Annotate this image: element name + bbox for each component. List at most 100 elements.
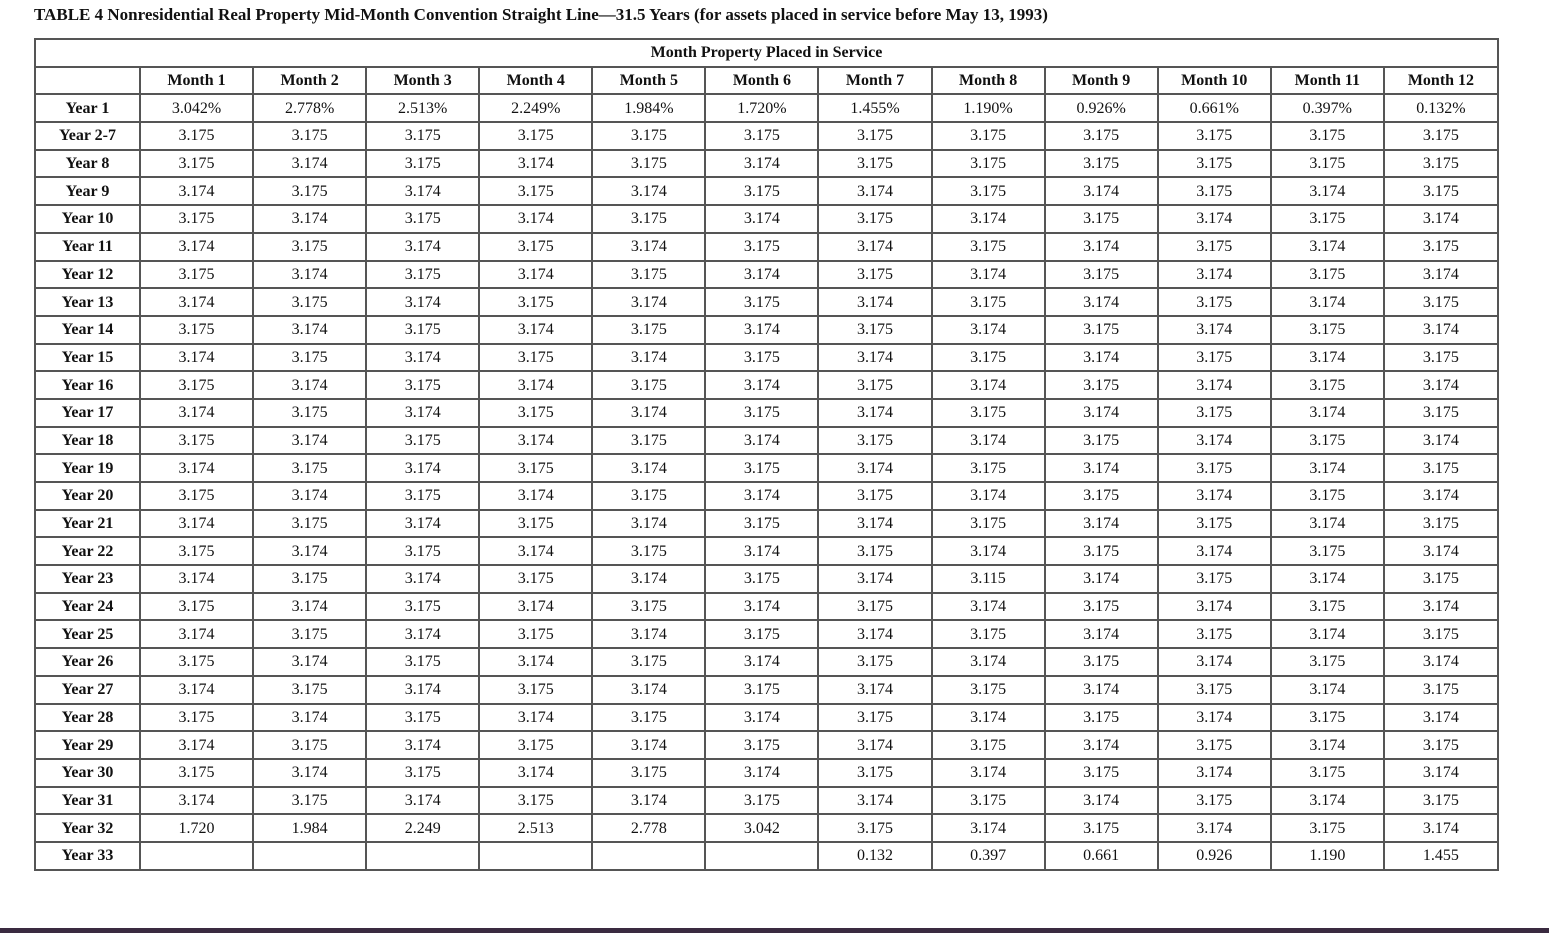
table-cell: 3.175	[478, 619, 594, 650]
table-cell: 2.513	[478, 813, 594, 843]
table-cell: 3.174	[1382, 481, 1497, 511]
table-cell: 3.175	[1269, 370, 1385, 400]
table-row: Year 9 3.174 3.175 3.174 3.175 3.174 3.175 3.17…	[36, 176, 1497, 207]
table-cell: 3.175	[1043, 591, 1159, 622]
table-cell: 3.175	[252, 231, 368, 262]
table-cell: 3.175	[930, 785, 1046, 816]
table-cell: 3.174	[817, 564, 933, 594]
table-cell: 3.174	[930, 370, 1046, 400]
table-cell: 3.174	[478, 647, 594, 677]
table-row: Year 1 3.042% 2.778% 2.513% 2.249% 1.984% 1.72…	[36, 93, 1497, 124]
table-cell: 3.174	[817, 674, 933, 705]
table-cell: 3.174	[1156, 204, 1272, 234]
column-header: Month 1	[138, 65, 255, 96]
table-cell: 3.174	[478, 204, 594, 234]
table-cell: 3.175	[1382, 176, 1497, 207]
table-row: Year 29 3.174 3.175 3.174 3.175 3.174 3.175 3.1…	[36, 730, 1497, 760]
table-cell: 3.175	[704, 785, 820, 816]
table-cell: 3.175	[1269, 425, 1385, 456]
table-cell: 3.175	[1382, 564, 1497, 594]
table-cell	[138, 840, 255, 871]
table-cell: 3.175	[817, 591, 933, 622]
table-cell: 3.174	[817, 287, 933, 317]
table-cell: 3.174	[591, 342, 707, 373]
table-cell: 3.174	[252, 204, 368, 234]
table-cell: 3.175	[138, 314, 255, 345]
table-cell: 3.174	[704, 370, 820, 400]
group-header-row: Month Property Placed in Service	[36, 40, 1497, 68]
table-cell: 2.778	[591, 813, 707, 843]
column-header: Month 8	[930, 65, 1046, 96]
table-cell: 3.174	[591, 785, 707, 816]
table-cell: 3.174	[1382, 314, 1497, 345]
table-cell: 3.175	[478, 564, 594, 594]
table-cell: 3.175	[591, 591, 707, 622]
table-cell: 3.175	[817, 121, 933, 151]
table-cell: 3.175	[1382, 730, 1497, 760]
table-cell: 3.175	[365, 647, 481, 677]
table-cell: 3.174	[365, 287, 481, 317]
column-header: Month 9	[1043, 65, 1159, 96]
table-cell: 3.174	[930, 647, 1046, 677]
table-cell: 3.175	[817, 314, 933, 345]
table-cell: 3.174	[1043, 453, 1159, 483]
table-cell: 3.175	[704, 674, 820, 705]
table-cell: 3.174	[1269, 785, 1385, 816]
row-label: Year 33	[36, 840, 141, 871]
table-cell: 3.174	[1043, 674, 1159, 705]
table-cell: 3.174	[817, 619, 933, 650]
table-cell: 3.174	[138, 730, 255, 760]
row-label: Year 13	[36, 287, 141, 317]
table-cell: 3.174	[704, 536, 820, 567]
table-cell	[365, 840, 481, 871]
table-cell: 3.174	[1269, 342, 1385, 373]
table-cell: 3.174	[1269, 674, 1385, 705]
table-cell: 3.174	[1269, 453, 1385, 483]
table-cell: 3.175	[1382, 785, 1497, 816]
column-header: Month 2	[252, 65, 368, 96]
table-row: Year 14 3.175 3.174 3.175 3.174 3.175 3.174 3.1…	[36, 314, 1497, 345]
table-cell: 3.174	[1043, 231, 1159, 262]
column-header-row: Month 1 Month 2 Month 3 Month 4 Month 5 Month…	[36, 65, 1497, 96]
table-cell: 3.175	[1156, 508, 1272, 539]
table-cell: 3.174	[930, 591, 1046, 622]
table-cell: 3.174	[1156, 647, 1272, 677]
table-cell: 3.175	[365, 314, 481, 345]
table-cell: 3.175	[930, 148, 1046, 179]
table-cell: 3.175	[1382, 397, 1497, 428]
table-cell: 3.175	[252, 508, 368, 539]
table-cell: 3.174	[1269, 397, 1385, 428]
table-row: Year 22 3.175 3.174 3.175 3.174 3.175 3.174 3.1…	[36, 536, 1497, 567]
table-cell: 3.174	[1156, 757, 1272, 788]
row-label: Year 14	[36, 314, 141, 345]
table-cell: 3.175	[365, 591, 481, 622]
table-cell: 3.175	[1156, 176, 1272, 207]
table-cell: 3.175	[478, 785, 594, 816]
table-row: Year 12 3.175 3.174 3.175 3.174 3.175 3.174 3.1…	[36, 259, 1497, 290]
table-cell: 3.175	[930, 508, 1046, 539]
table-cell: 3.174	[1043, 785, 1159, 816]
table-cell: 3.174	[1382, 647, 1497, 677]
table-cell: 3.175	[138, 702, 255, 733]
table-row: Year 8 3.175 3.174 3.175 3.174 3.175 3.174 3.17…	[36, 148, 1497, 179]
table-cell: 3.174	[591, 730, 707, 760]
column-header: Month 5	[591, 65, 707, 96]
table-cell: 3.174	[478, 370, 594, 400]
table-row: Year 27 3.174 3.175 3.174 3.175 3.174 3.175 3.1…	[36, 674, 1497, 705]
table-cell: 3.175	[138, 121, 255, 151]
table-cell: 3.175	[817, 370, 933, 400]
table-row: Year 18 3.175 3.174 3.175 3.174 3.175 3.174 3.1…	[36, 425, 1497, 456]
table-cell: 3.175	[1156, 674, 1272, 705]
table-cell: 3.174	[138, 674, 255, 705]
row-label: Year 10	[36, 204, 141, 234]
table-cell	[591, 840, 707, 871]
table-cell: 3.174	[930, 536, 1046, 567]
table-cell: 3.175	[365, 259, 481, 290]
table-row: Year 11 3.174 3.175 3.174 3.175 3.174 3.175 3.1…	[36, 231, 1497, 262]
table-cell: 3.175	[365, 757, 481, 788]
table-cell: 3.174	[1043, 508, 1159, 539]
table-cell: 1.984%	[591, 93, 707, 124]
row-label: Year 24	[36, 591, 141, 622]
table-cell: 3.175	[138, 204, 255, 234]
table-cell: 3.175	[1382, 148, 1497, 179]
